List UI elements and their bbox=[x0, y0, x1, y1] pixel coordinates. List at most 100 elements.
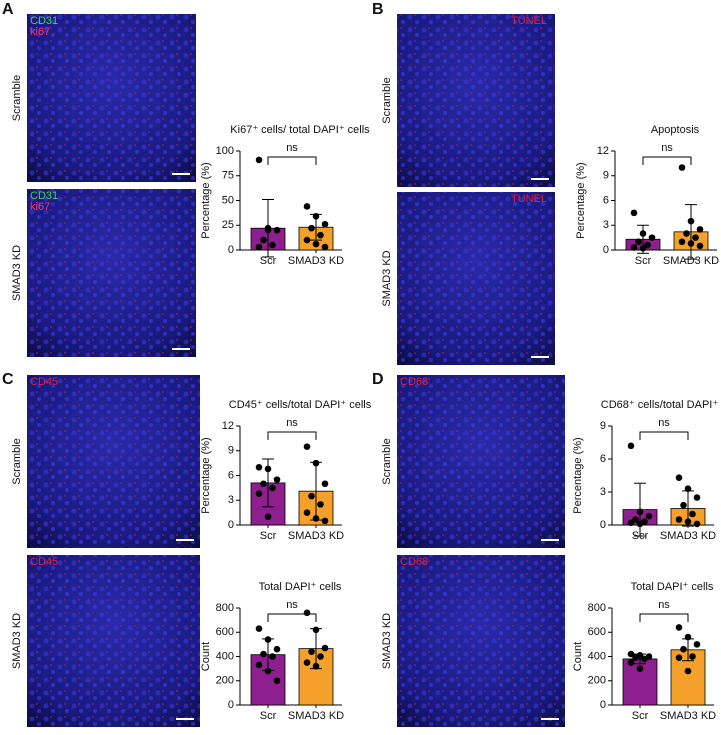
data-point bbox=[303, 236, 311, 244]
row-label: Scramble bbox=[11, 438, 23, 484]
data-point bbox=[308, 224, 315, 232]
data-point bbox=[260, 650, 267, 658]
y-tick-label: 6 bbox=[228, 469, 234, 481]
data-point bbox=[693, 520, 701, 528]
data-point bbox=[317, 653, 324, 660]
stain-label: CD31 bbox=[30, 15, 58, 27]
data-point bbox=[264, 667, 272, 675]
data-point bbox=[648, 234, 656, 241]
x-tick-label: SMAD3 KD bbox=[288, 530, 344, 542]
row-label: Scramble bbox=[11, 75, 23, 121]
data-point bbox=[641, 655, 648, 663]
micrograph-texture bbox=[27, 375, 200, 548]
micrograph-texture bbox=[27, 189, 196, 357]
data-point bbox=[264, 636, 272, 643]
x-tick-label: SMAD3 KD bbox=[288, 255, 344, 267]
data-point bbox=[636, 508, 644, 516]
data-point bbox=[269, 484, 276, 492]
x-tick-label: Scr bbox=[632, 710, 649, 722]
y-tick-label: 6 bbox=[600, 453, 606, 465]
row-label: SMAD3 KD bbox=[11, 613, 23, 669]
data-point bbox=[273, 476, 281, 483]
row-label: Scramble bbox=[381, 438, 393, 484]
data-point bbox=[684, 633, 692, 641]
data-point bbox=[675, 516, 683, 523]
data-point bbox=[627, 659, 635, 666]
data-point bbox=[687, 240, 695, 247]
data-point bbox=[255, 156, 263, 164]
data-point bbox=[636, 665, 644, 672]
stain-label: ki67 bbox=[30, 26, 50, 38]
stain-label: CD45 bbox=[30, 556, 58, 568]
panel-label: D bbox=[372, 371, 384, 388]
y-tick-label: 3 bbox=[600, 486, 606, 498]
data-point bbox=[675, 624, 683, 631]
data-point bbox=[684, 667, 692, 675]
y-axis-label: Percentage (%) bbox=[575, 162, 587, 238]
data-point bbox=[689, 510, 696, 518]
y-axis-label: Count bbox=[572, 642, 584, 671]
data-point bbox=[273, 677, 281, 685]
y-axis-label: Percentage (%) bbox=[200, 437, 212, 513]
significance-label: ns bbox=[658, 417, 670, 429]
data-point bbox=[317, 501, 324, 508]
y-tick-label: 6 bbox=[603, 194, 609, 206]
y-tick-label: 3 bbox=[228, 494, 234, 506]
data-point bbox=[255, 243, 263, 251]
data-point bbox=[684, 485, 692, 493]
chart-title: Ki67⁺ cells/ total DAPI⁺ cells bbox=[230, 124, 370, 136]
data-point bbox=[627, 519, 635, 527]
y-axis-label: Percentage (%) bbox=[200, 162, 212, 238]
data-point bbox=[303, 609, 311, 617]
panel-label: C bbox=[2, 371, 14, 388]
data-point bbox=[639, 230, 647, 237]
significance-bracket bbox=[267, 431, 317, 440]
data-point bbox=[303, 659, 311, 666]
y-tick-label: 400 bbox=[216, 650, 234, 662]
stain-label: CD68 bbox=[400, 556, 428, 568]
data-point bbox=[303, 509, 311, 516]
data-point bbox=[308, 492, 315, 500]
x-tick-label: SMAD3 KD bbox=[288, 710, 344, 722]
data-point bbox=[321, 517, 329, 525]
y-tick-label: 12 bbox=[222, 420, 234, 432]
y-tick-label: 0 bbox=[603, 244, 609, 256]
y-tick-label: 0 bbox=[228, 699, 234, 711]
stain-label: CD31 bbox=[30, 190, 58, 202]
stain-label: ki67 bbox=[30, 201, 50, 213]
y-tick-label: 200 bbox=[588, 675, 606, 687]
x-tick-label: Scr bbox=[260, 710, 277, 722]
significance-label: ns bbox=[286, 599, 298, 611]
y-tick-label: 75 bbox=[222, 170, 234, 182]
data-point bbox=[693, 641, 701, 648]
data-point bbox=[264, 465, 272, 473]
data-point bbox=[645, 512, 653, 520]
data-point bbox=[312, 459, 320, 467]
data-point bbox=[689, 653, 696, 660]
data-point bbox=[312, 240, 320, 248]
data-point bbox=[255, 625, 263, 632]
stain-label: TUNEL bbox=[511, 193, 547, 205]
row-label: Scramble bbox=[381, 77, 393, 123]
data-point bbox=[632, 654, 639, 662]
chart-title: Total DAPI⁺ cells bbox=[631, 581, 714, 593]
data-point bbox=[630, 209, 638, 217]
significance-bracket bbox=[642, 156, 692, 165]
y-tick-label: 0 bbox=[228, 244, 234, 256]
data-point bbox=[264, 513, 272, 521]
data-point bbox=[683, 230, 690, 237]
micrograph-texture bbox=[27, 14, 196, 182]
data-point bbox=[627, 650, 635, 658]
data-point bbox=[696, 242, 704, 250]
y-tick-label: 0 bbox=[228, 519, 234, 531]
significance-bracket bbox=[267, 613, 317, 622]
y-tick-label: 3 bbox=[603, 219, 609, 231]
data-point bbox=[317, 231, 324, 239]
x-tick-label: SMAD3 KD bbox=[660, 710, 716, 722]
data-point bbox=[675, 474, 683, 482]
data-point bbox=[303, 203, 311, 210]
data-point bbox=[635, 238, 642, 246]
y-tick-label: 0 bbox=[600, 519, 606, 531]
data-point bbox=[303, 443, 311, 450]
